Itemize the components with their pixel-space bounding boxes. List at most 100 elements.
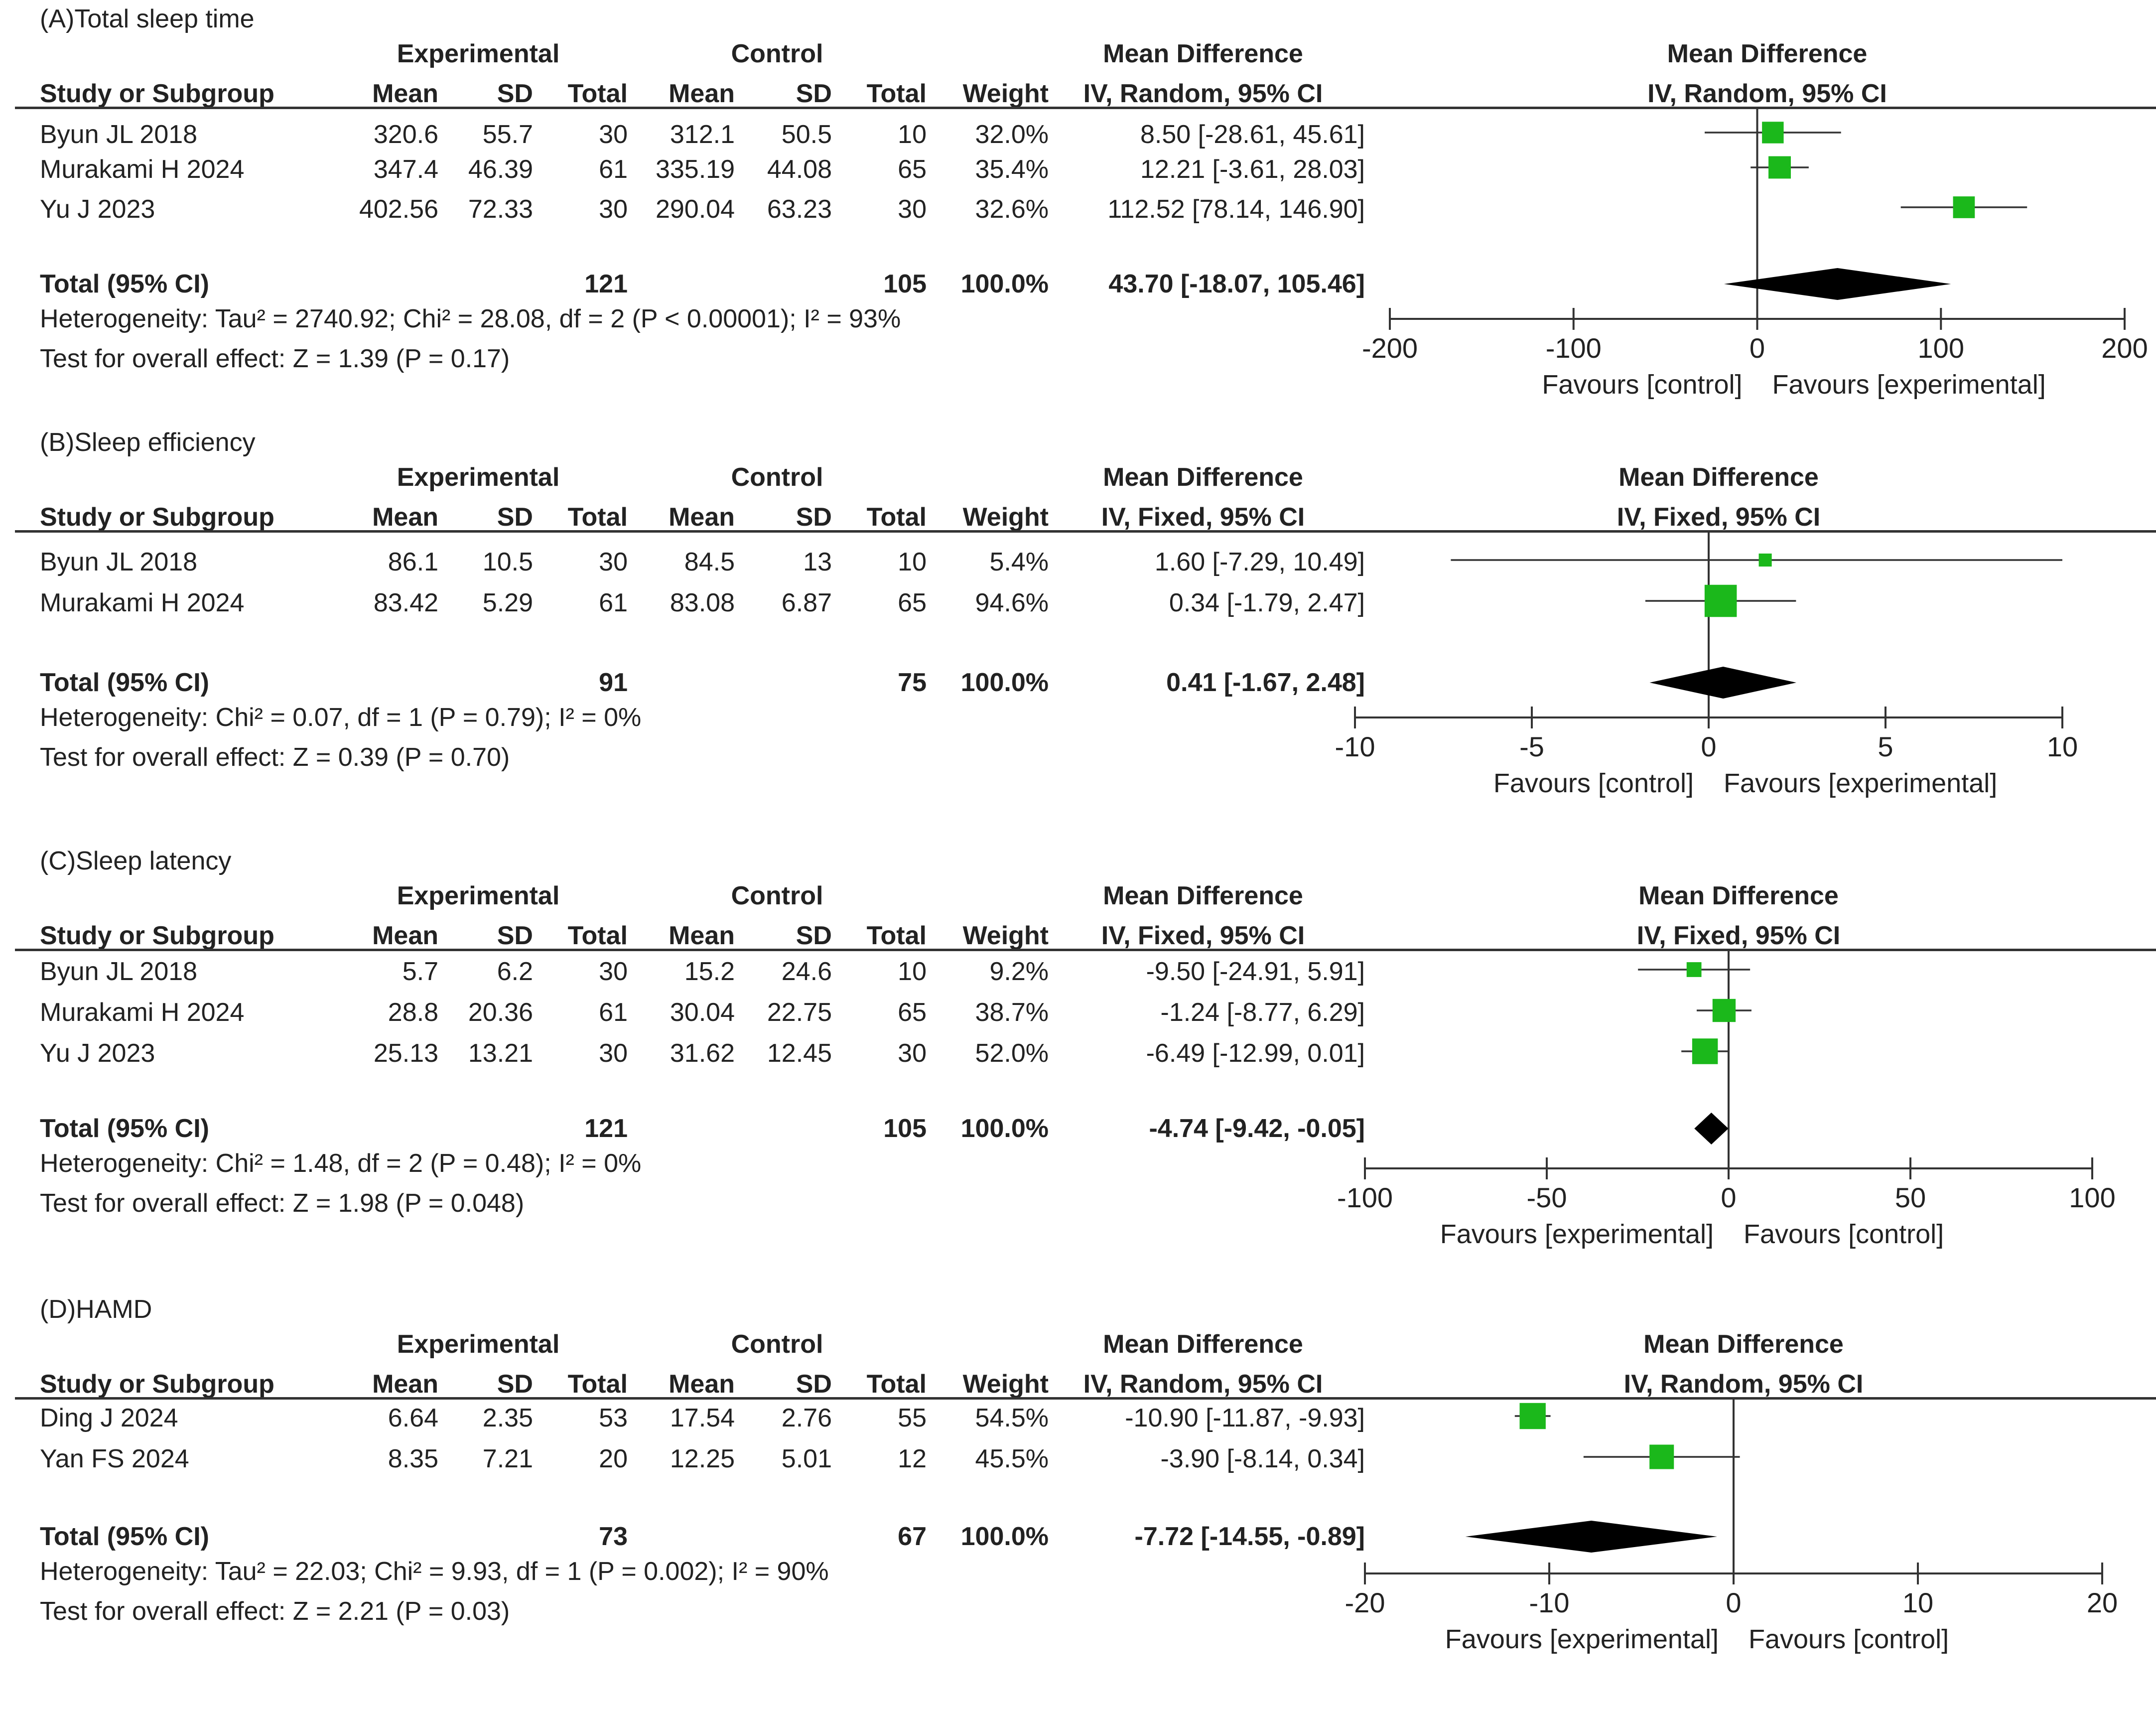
total-exp: 73 [599, 1522, 628, 1551]
study-ci: -6.49 [-12.99, 0.01] [1146, 1039, 1365, 1068]
column-header-exp-total: Total [567, 921, 628, 950]
tick-label: 100 [1918, 332, 1964, 364]
total-label: Total (95% CI) [40, 668, 209, 697]
exp-sd: 72.33 [468, 195, 533, 224]
ctl-total: 65 [898, 998, 927, 1027]
column-header-ctl-total: Total [866, 79, 927, 108]
ctl-mean: 31.62 [670, 1039, 735, 1068]
effect-header: Mean Difference [1103, 39, 1303, 68]
ctl-mean: 17.54 [670, 1404, 735, 1432]
column-header-weight: Weight [962, 79, 1049, 108]
ctl-total: 10 [898, 957, 927, 986]
total-weight: 100.0% [960, 1114, 1049, 1143]
forest-plot-area: -10 -5 0 5 10 Favours [control] Favours [exper… [1335, 530, 2078, 798]
column-header-study: Study or Subgroup [40, 503, 274, 532]
study-ci: 112.52 [78.14, 146.90] [1107, 195, 1365, 224]
study-ci: 8.50 [-28.61, 45.61] [1140, 120, 1365, 149]
exp-total: 53 [599, 1404, 628, 1432]
pooled-diamond [1724, 268, 1951, 300]
column-header-exp-sd: SD [497, 79, 533, 108]
tick-label: -10 [1529, 1587, 1570, 1618]
total-label: Total (95% CI) [40, 270, 209, 298]
study-marker [1519, 1403, 1546, 1429]
exp-mean: 28.8 [388, 998, 438, 1027]
overall-effect-text: Test for overall effect: Z = 1.98 (P = 0… [40, 1189, 525, 1218]
ctl-total: 12 [898, 1444, 927, 1473]
tick-label: 0 [1750, 332, 1765, 364]
ctl-total: 30 [898, 195, 927, 224]
ctl-sd: 44.08 [767, 155, 832, 184]
column-header-ci: IV, Random, 95% CI [1083, 1370, 1323, 1399]
exp-mean: 83.42 [373, 588, 438, 617]
tick-label: -20 [1345, 1587, 1385, 1618]
plot-method-header: IV, Fixed, 95% CI [1617, 503, 1821, 532]
exp-sd: 5.29 [482, 588, 533, 617]
exp-total: 61 [599, 155, 628, 184]
study-marker [1712, 998, 1736, 1022]
pooled-diamond [1649, 667, 1797, 699]
header-rule [15, 949, 2156, 951]
plot-effect-header: Mean Difference [1618, 463, 1819, 492]
study-name: Yu J 2023 [40, 195, 155, 224]
overall-effect-text: Test for overall effect: Z = 0.39 (P = 0… [40, 743, 510, 772]
total-label: Total (95% CI) [40, 1114, 209, 1143]
plot-method-header: IV, Random, 95% CI [1647, 79, 1887, 108]
control-header: Control [731, 881, 823, 910]
header-rule [15, 107, 2156, 109]
forest-panel: (B)Sleep efficiency Experimental Control Me… [0, 424, 2156, 842]
exp-total: 61 [599, 588, 628, 617]
column-header-exp-sd: SD [497, 921, 533, 950]
exp-mean: 320.6 [373, 120, 438, 149]
column-header-exp-mean: Mean [372, 921, 438, 950]
study-name: Yu J 2023 [40, 1039, 155, 1068]
overall-effect-text: Test for overall effect: Z = 2.21 (P = 0… [40, 1597, 510, 1626]
study-weight: 54.5% [975, 1404, 1049, 1432]
tick-label: 0 [1701, 731, 1716, 762]
exp-sd: 7.21 [482, 1444, 533, 1473]
study-name: Byun JL 2018 [40, 957, 198, 986]
exp-sd: 46.39 [468, 155, 533, 184]
column-header-ctl-total: Total [866, 921, 927, 950]
heterogeneity-text: Heterogeneity: Chi² = 0.07, df = 1 (P = … [40, 703, 642, 732]
ctl-mean: 290.04 [655, 195, 735, 224]
column-header-ci: IV, Fixed, 95% CI [1101, 921, 1305, 950]
total-ctl: 105 [883, 1114, 927, 1143]
plot-effect-header: Mean Difference [1638, 881, 1839, 910]
favours-left-label: Favours [control] [1542, 370, 1742, 400]
exp-mean: 347.4 [373, 155, 438, 184]
plot-effect-header: Mean Difference [1643, 1330, 1844, 1359]
tick-label: 50 [1895, 1182, 1926, 1213]
study-marker [1762, 122, 1784, 143]
study-ci: 12.21 [-3.61, 28.03] [1140, 155, 1365, 184]
ctl-sd: 2.76 [781, 1404, 832, 1432]
favours-left-label: Favours [experimental] [1445, 1624, 1719, 1654]
total-exp: 121 [584, 1114, 628, 1143]
study-marker [1953, 196, 1975, 218]
study-weight: 38.7% [975, 998, 1049, 1027]
ctl-sd: 63.23 [767, 195, 832, 224]
exp-total: 30 [599, 195, 628, 224]
study-ci: 0.34 [-1.79, 2.47] [1169, 588, 1365, 617]
exp-mean: 402.56 [359, 195, 438, 224]
exp-total: 30 [599, 957, 628, 986]
plot-effect-header: Mean Difference [1667, 39, 1868, 68]
control-header: Control [731, 463, 823, 492]
exp-mean: 5.7 [402, 957, 438, 986]
column-header-ctl-sd: SD [796, 79, 832, 108]
total-ctl: 67 [898, 1522, 927, 1551]
panel-title: (A)Total sleep time [40, 4, 255, 33]
column-header-ctl-mean: Mean [669, 79, 735, 108]
tick-label: -100 [1337, 1182, 1393, 1213]
favours-left-label: Favours [experimental] [1440, 1219, 1714, 1249]
forest-panel: (C)Sleep latency Experimental Control Mean … [0, 842, 2156, 1261]
control-header: Control [731, 1330, 823, 1359]
exp-sd: 13.21 [468, 1039, 533, 1068]
ctl-sd: 22.75 [767, 998, 832, 1027]
forest-panel: (A)Total sleep time Experimental Control Me… [0, 0, 2156, 419]
study-ci: -1.24 [-8.77, 6.29] [1160, 998, 1365, 1027]
column-header-exp-mean: Mean [372, 79, 438, 108]
tick-label: 0 [1726, 1587, 1741, 1618]
study-name: Murakami H 2024 [40, 998, 245, 1027]
study-weight: 9.2% [989, 957, 1049, 986]
ctl-total: 55 [898, 1404, 927, 1432]
